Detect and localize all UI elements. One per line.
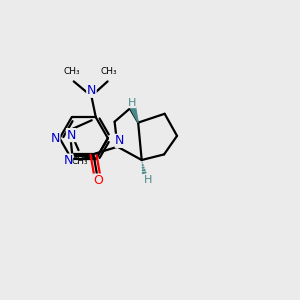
Text: H: H <box>144 175 152 185</box>
Text: N: N <box>64 154 73 167</box>
Text: N: N <box>50 132 60 145</box>
Text: CH₃: CH₃ <box>101 67 117 76</box>
Text: CH₃: CH₃ <box>72 157 88 166</box>
Text: O: O <box>94 174 103 187</box>
Text: N: N <box>67 129 76 142</box>
Text: H: H <box>128 98 136 108</box>
Polygon shape <box>130 106 138 123</box>
Text: CH₃: CH₃ <box>64 67 81 76</box>
Text: N: N <box>87 84 96 97</box>
Text: N: N <box>115 134 124 147</box>
